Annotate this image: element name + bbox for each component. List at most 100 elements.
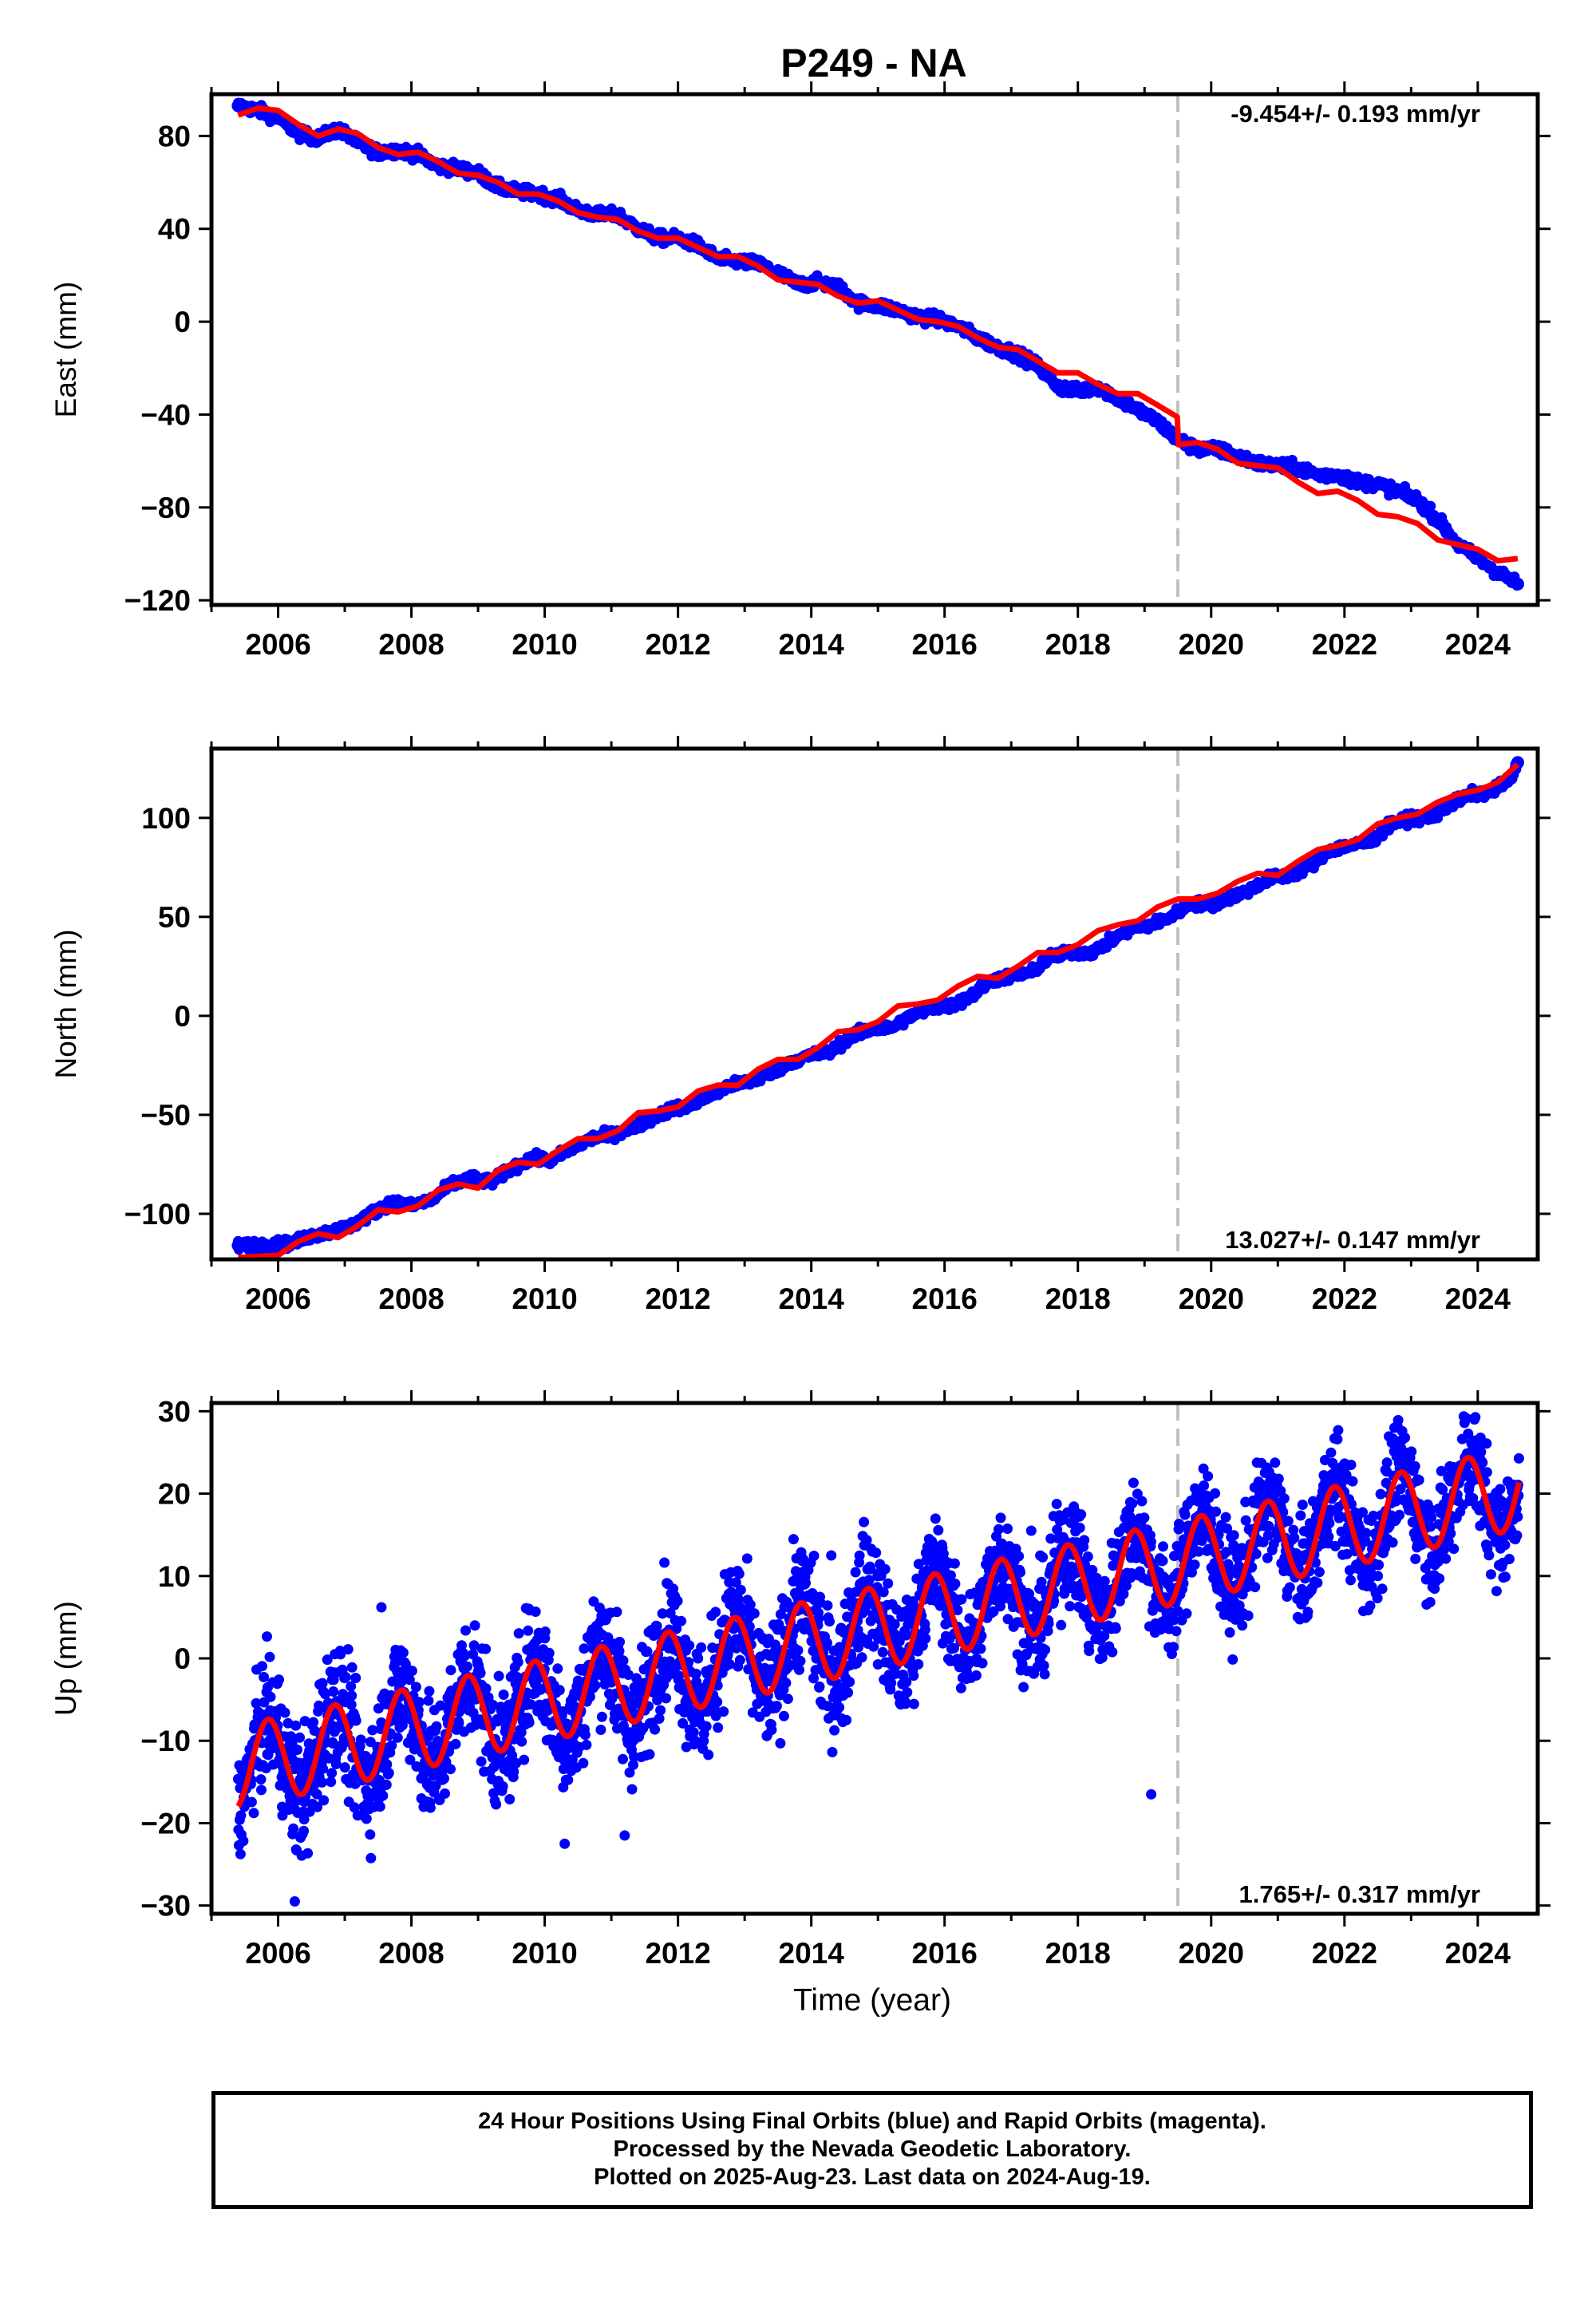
data-point: [302, 1848, 314, 1859]
data-point: [1104, 934, 1118, 947]
data-point: [614, 1646, 625, 1657]
data-point: [734, 1654, 745, 1666]
data-point: [460, 1650, 470, 1662]
data-point: [1431, 512, 1444, 526]
y-tick-label: 0: [174, 1000, 191, 1033]
up-panel: 2006 2008 2010 2012 2014 2016 2018 2020 2022 2024…: [49, 1390, 1551, 1970]
data-point: [361, 1813, 372, 1824]
data-point: [1424, 811, 1438, 824]
data-point: [256, 1784, 267, 1796]
data-point: [792, 1645, 804, 1656]
data-point: [480, 1643, 492, 1654]
x-tick-label: 2022: [1312, 1282, 1377, 1315]
data-point: [513, 1628, 524, 1639]
data-point: [339, 1762, 350, 1773]
data-point: [377, 1790, 389, 1801]
data-point: [504, 1794, 516, 1804]
data-point: [519, 1754, 530, 1765]
data-point: [1471, 551, 1484, 565]
data-point: [381, 1779, 392, 1790]
data-point: [626, 1784, 638, 1795]
data-point: [349, 1802, 360, 1813]
observed-points: [232, 1411, 1524, 1907]
data-point: [383, 1768, 394, 1779]
data-point: [410, 1682, 421, 1693]
observed-points: [231, 756, 1524, 1255]
data-point: [508, 1766, 519, 1777]
data-point: [351, 136, 365, 150]
data-point: [468, 1640, 480, 1651]
data-point: [794, 1664, 804, 1675]
data-point: [235, 1848, 246, 1860]
data-point: [456, 1640, 467, 1651]
data-point: [439, 1773, 449, 1784]
x-tick-label: 2014: [779, 1282, 845, 1315]
data-point: [435, 1700, 446, 1711]
y-tick-label: −50: [140, 1099, 191, 1132]
data-point: [318, 1795, 330, 1806]
data-point: [733, 1568, 745, 1579]
x-tick-label: 2024: [1445, 1282, 1511, 1315]
data-point: [235, 1810, 247, 1821]
data-point: [749, 1608, 760, 1619]
data-point: [326, 1768, 338, 1779]
data-point: [618, 1655, 629, 1666]
x-tick-label: 2014: [779, 628, 845, 661]
data-point: [745, 1599, 756, 1611]
data-point: [824, 1045, 838, 1058]
data-point: [705, 1089, 718, 1102]
data-point: [445, 1665, 456, 1676]
data-point: [572, 1675, 583, 1686]
data-point: [355, 1734, 366, 1745]
data-point: [764, 1066, 778, 1080]
chart-title: P249 - NA: [780, 41, 966, 85]
data-point: [450, 1738, 461, 1749]
data-point: [590, 1680, 601, 1691]
data-point: [308, 1717, 319, 1728]
y-axis-label: North (mm): [49, 929, 82, 1078]
x-tick-label: 2022: [1312, 628, 1377, 661]
data-point: [832, 280, 845, 294]
data-point: [642, 1646, 653, 1657]
data-point: [808, 1551, 820, 1561]
data-point: [453, 1718, 464, 1729]
data-point: [374, 1801, 385, 1812]
plot-area: [231, 749, 1524, 1259]
data-point: [265, 1691, 276, 1702]
data-point: [512, 1657, 523, 1668]
data-point: [1204, 898, 1218, 911]
data-point: [884, 1021, 898, 1034]
data-point: [1025, 966, 1038, 979]
data-point: [440, 1788, 450, 1799]
data-point: [279, 1707, 290, 1718]
data-point: [304, 1806, 315, 1817]
data-point: [782, 1694, 793, 1705]
data-point: [578, 1757, 589, 1769]
data-point: [346, 1681, 357, 1692]
data-point: [581, 1739, 592, 1750]
data-point: [625, 1122, 638, 1136]
data-point: [611, 1607, 622, 1618]
data-point: [530, 1607, 541, 1617]
data-point: [1391, 484, 1404, 498]
data-point: [365, 1829, 376, 1840]
data-point: [464, 1172, 478, 1185]
data-point: [248, 1808, 259, 1819]
rate-label: -9.454+/- 0.193 mm/yr: [1231, 100, 1480, 128]
data-point: [381, 1759, 393, 1770]
x-tick-label: 2020: [1179, 1282, 1244, 1315]
data-point: [330, 1758, 342, 1769]
data-point: [696, 1642, 707, 1653]
data-point: [231, 1239, 245, 1252]
data-point: [251, 1697, 262, 1709]
data-point: [644, 1749, 655, 1760]
data-point: [231, 99, 245, 113]
y-tick-label: −120: [124, 584, 191, 617]
data-point: [475, 1667, 486, 1678]
data-point: [346, 1690, 358, 1701]
x-tick-label: 2008: [378, 628, 444, 661]
data-point: [262, 1631, 272, 1642]
data-point: [800, 1578, 811, 1588]
x-tick-label: 2010: [512, 1282, 577, 1315]
data-point: [364, 1792, 375, 1804]
